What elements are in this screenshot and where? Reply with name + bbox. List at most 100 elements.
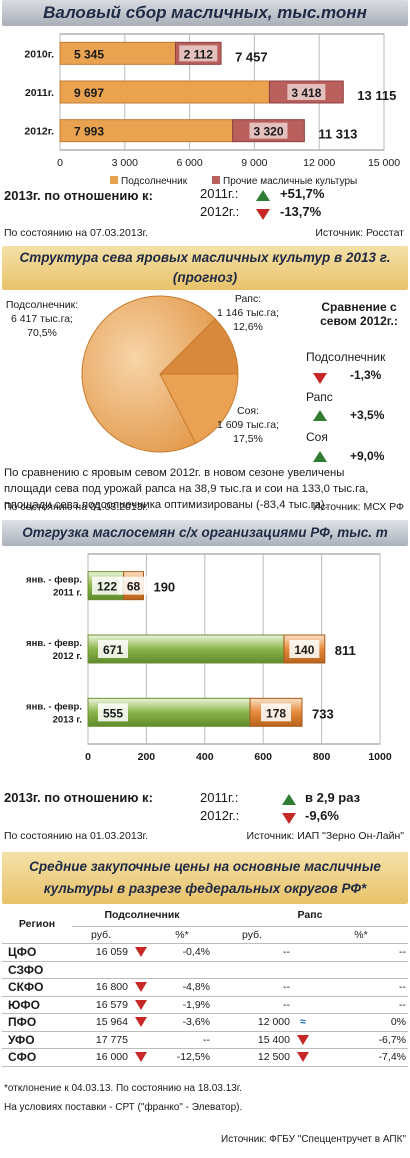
- rapeseed-change: --: [314, 978, 408, 997]
- harvest-compare-2012-year: 2012г.:: [200, 204, 240, 219]
- category-label: янв. - февр.: [26, 701, 82, 712]
- sowing-note: По сравнению с яровым севом 2012г. в нов…: [4, 465, 368, 513]
- shipment-chart: 0 200 400 600 800 1000 янв. - февр. 2011 г. 122 6…: [26, 553, 392, 763]
- value-label: 3 418: [291, 86, 321, 100]
- subheader-sunflower-rub: руб.: [72, 926, 130, 944]
- sowing-title-line2: (прогноз): [172, 270, 238, 285]
- sunflower-change: -3,6%: [152, 1013, 212, 1032]
- sunflower-change: -4,8%: [152, 978, 212, 997]
- prices-title-line2: культуры в разрезе федеральных округов Р…: [43, 881, 367, 896]
- sunflower-trend: [130, 1048, 152, 1067]
- arrow-down-icon: [297, 1034, 309, 1045]
- section-title-prices: Средние закупочные цены на основные масл…: [2, 852, 408, 904]
- rapeseed-price: --: [212, 978, 292, 997]
- sunflower-price: 16 000: [72, 1048, 130, 1067]
- value-label: 9 697: [74, 86, 104, 100]
- sunflower-price: 17 775: [72, 1031, 130, 1049]
- arrow-up-icon: [313, 451, 327, 462]
- pie-label-rapeseed: 12,6%: [233, 321, 263, 333]
- x-tick-label: 1000: [368, 751, 392, 763]
- region: СКФО: [2, 978, 72, 997]
- total-label: 13 115: [357, 88, 396, 103]
- harvest-compare-label: 2013г. по отношению к:: [4, 188, 153, 203]
- arrow-up-icon: [313, 410, 327, 421]
- x-tick-label: 9 000: [241, 157, 267, 169]
- harvest-chart: 0 3 000 6 000 9 000 12 000 15 000 2010г. 5 345 2…: [24, 33, 400, 187]
- sowing-note-l3: площади сева подсолнечника оптимизирован…: [4, 499, 328, 511]
- rapeseed-change: -7,4%: [314, 1048, 408, 1067]
- x-tick-label: 0: [57, 157, 63, 169]
- value-label-bg: [287, 84, 326, 100]
- x-tick-label: 15 000: [368, 157, 400, 169]
- category-label: 2012г.: [24, 126, 54, 138]
- shipment-compare-label: 2013г. по отношению к:: [4, 790, 153, 805]
- pie-label-soy: 17,5%: [233, 433, 263, 445]
- total-label: 733: [312, 706, 334, 721]
- value-label-bg: [249, 122, 288, 139]
- section-title-harvest: Валовый сбор масличных, тыс.тонн: [2, 0, 408, 26]
- total-label: 190: [153, 580, 175, 595]
- total-label: 811: [335, 643, 356, 658]
- shipment-status: По состоянию на 01.03.2013г.: [4, 830, 149, 842]
- legend-label: Подсолнечник: [121, 176, 188, 187]
- prices-source: Источник: ФГБУ "Спеццентручет в АПК": [221, 1134, 406, 1145]
- x-tick-label: 6 000: [176, 157, 202, 169]
- sunflower-trend: [130, 996, 152, 1014]
- price-row: ЮФО 16 579 -1,9% -- --: [2, 996, 408, 1014]
- sowing-note-l2: площади сева под урожай рапса на 38,9 ты…: [4, 483, 369, 495]
- pie-label-sunflower: 6 417 тыс.га;: [11, 313, 73, 325]
- shipment-compare-2011-year: 2011г.:: [200, 790, 239, 805]
- rapeseed-change: --: [314, 943, 408, 962]
- pie-label-sunflower: 70,5%: [27, 327, 57, 339]
- rapeseed-price: --: [212, 943, 292, 962]
- x-tick-label: 600: [254, 751, 272, 763]
- sowing-source: Источник: МСХ РФ: [312, 501, 404, 513]
- prices-footnote1: *отклонение к 04.03.13. По состоянию на …: [4, 1083, 243, 1094]
- value-label-bg: [98, 703, 128, 722]
- rapeseed-change: --: [314, 996, 408, 1014]
- arrow-down-icon: [256, 209, 270, 220]
- sunflower-trend: [130, 978, 152, 997]
- region: ЮФО: [2, 996, 72, 1014]
- pie-slice-Соя: [159, 373, 239, 444]
- region: СЗФО: [2, 961, 72, 979]
- value-label: 5 345: [74, 47, 104, 61]
- pie-slice-Рапс: [158, 318, 239, 375]
- price-row: УФО 17 775 -- 15 400 -6,7%: [2, 1031, 408, 1049]
- category-label: 2012 г.: [53, 651, 82, 662]
- col-header-region: Регион: [2, 904, 72, 944]
- sunflower-trend: [130, 1031, 152, 1049]
- pie-label-rapeseed: Рапс:: [235, 293, 261, 305]
- arrow-down-icon: [297, 1052, 309, 1063]
- arrow-up-icon: [282, 794, 296, 805]
- sowing-crop-sunflower: Подсолнечник: [306, 350, 386, 364]
- arrow-down-icon: [135, 1017, 147, 1028]
- legend-swatch-sunflower: [110, 176, 118, 184]
- legend-label: Прочие масличные культуры: [223, 176, 357, 187]
- sunflower-price: 15 964: [72, 1013, 130, 1032]
- rapeseed-price: 12 000: [212, 1013, 292, 1032]
- rapeseed-price: 15 400: [212, 1031, 292, 1049]
- arrow-down-icon: [282, 813, 296, 824]
- rapeseed-trend: [292, 943, 314, 962]
- rapeseed-trend: [292, 961, 314, 979]
- sunflower-trend: [130, 961, 152, 979]
- rapeseed-trend: ≈: [292, 1013, 314, 1032]
- rapeseed-trend: [292, 1048, 314, 1067]
- sunflower-change: [152, 961, 212, 979]
- harvest-source: Источник: Росстат: [315, 227, 404, 239]
- arrow-down-icon: [135, 982, 147, 993]
- rapeseed-price: [212, 961, 292, 979]
- harvest-compare-2011-value: +51,7%: [280, 186, 325, 201]
- price-row: ПФО 15 964 -3,6% 12 000 ≈0%: [2, 1013, 408, 1032]
- arrow-down-icon: [135, 999, 147, 1010]
- pie-label-rapeseed: 1 146 тыс.га;: [217, 307, 279, 319]
- category-label: янв. - февр.: [26, 575, 82, 586]
- shipment-source: Источник: ИАП "Зерно Он-Лайн": [246, 830, 404, 842]
- sunflower-trend: [130, 943, 152, 962]
- subheader-sunflower-pct: %*: [152, 926, 212, 944]
- price-row: СКФО 16 800 -4,8% -- --: [2, 978, 408, 997]
- x-tick-label: 400: [196, 751, 214, 763]
- sunflower-change: -0,4%: [152, 943, 212, 962]
- value-label: 178: [266, 706, 286, 720]
